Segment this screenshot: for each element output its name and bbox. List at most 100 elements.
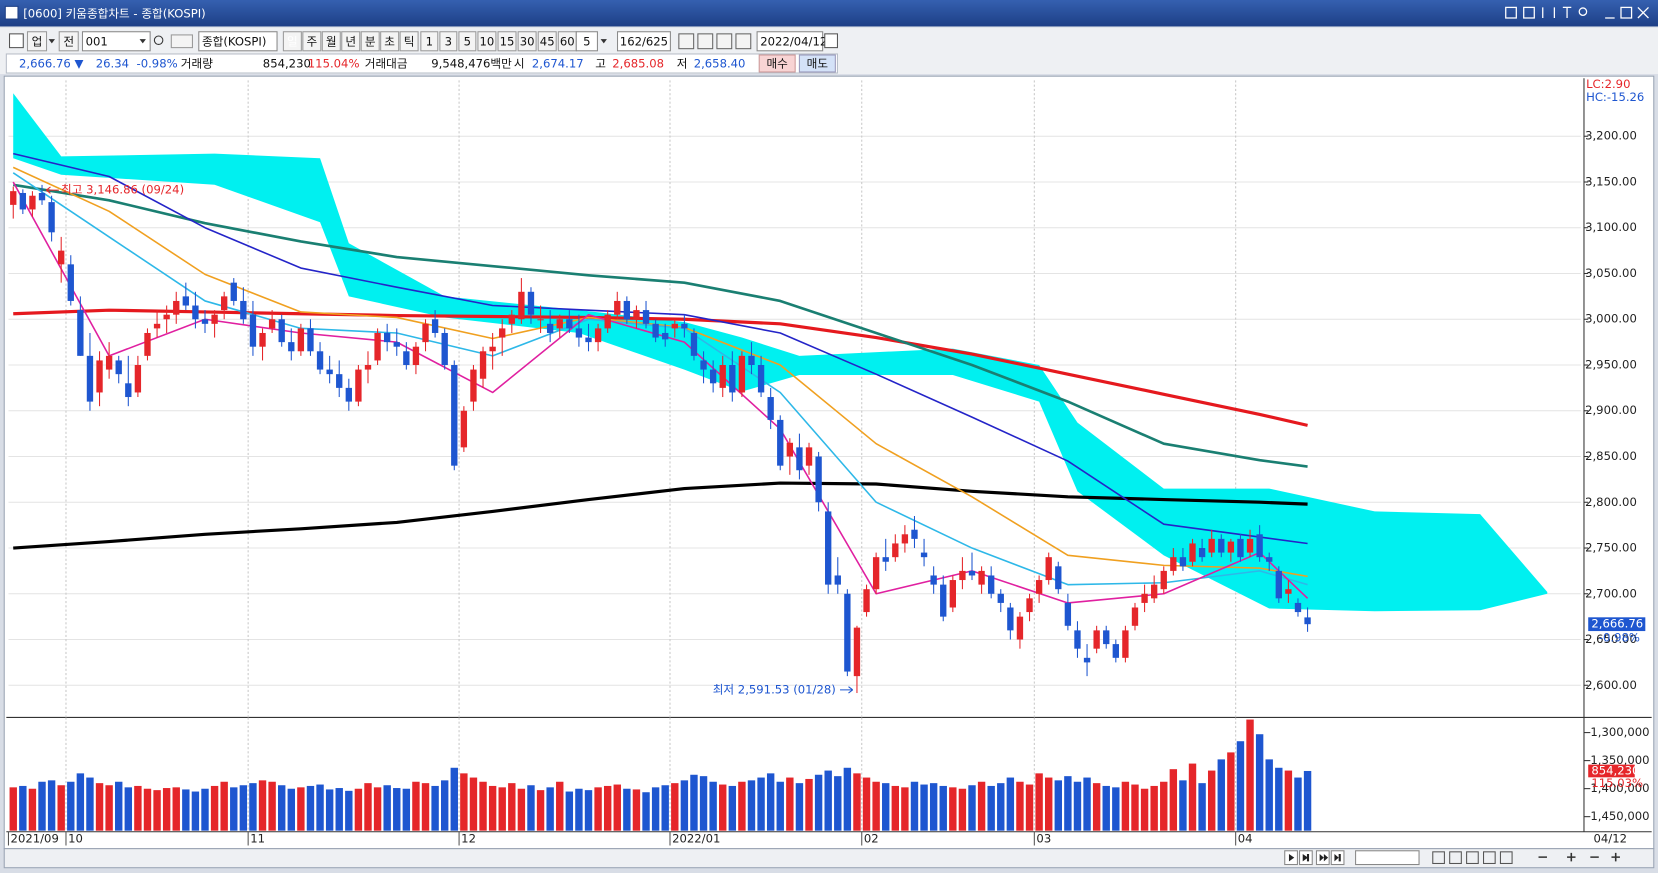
- tool-icon[interactable]: [678, 33, 695, 50]
- candle-body: [546, 323, 554, 333]
- interval-button-box[interactable]: [477, 31, 497, 52]
- interval-button[interactable]: 30: [520, 34, 535, 48]
- scroll-controls[interactable]: [1284, 850, 1620, 866]
- tool-icon[interactable]: [735, 33, 752, 50]
- interval-button[interactable]: 60: [560, 34, 575, 48]
- code-field[interactable]: 001: [86, 34, 108, 48]
- date-field-box[interactable]: [756, 31, 824, 52]
- volume-bar: [469, 777, 478, 831]
- volume-bar: [1217, 759, 1225, 831]
- volume-bar: [508, 783, 516, 831]
- period-button[interactable]: 일: [287, 34, 298, 48]
- interval-button-box[interactable]: [537, 31, 557, 52]
- period-button[interactable]: 년: [345, 34, 356, 48]
- candle-body: [144, 332, 151, 356]
- market-select[interactable]: 업: [32, 34, 43, 48]
- interval-button[interactable]: 45: [540, 34, 555, 48]
- period-button[interactable]: 초: [384, 34, 395, 48]
- interval-button[interactable]: 5: [464, 34, 471, 48]
- buy-label[interactable]: 매수: [766, 57, 788, 71]
- date-field[interactable]: 2022/04/12: [760, 34, 827, 48]
- candle-body: [1285, 589, 1292, 594]
- candle-body: [345, 387, 352, 402]
- candle-body: [499, 328, 506, 338]
- interval-button-box[interactable]: [420, 31, 439, 52]
- range-field[interactable]: 162/625: [620, 34, 668, 48]
- volume-last-box: [1588, 764, 1635, 778]
- volume-bar: [968, 785, 976, 831]
- period-button[interactable]: 주: [306, 34, 317, 48]
- candle-body: [355, 369, 362, 402]
- range-field-box[interactable]: [616, 31, 671, 52]
- name-field-box[interactable]: [198, 31, 278, 52]
- quote-open-label: 시: [514, 57, 525, 71]
- candle-body: [978, 570, 985, 585]
- period-button-box[interactable]: [302, 31, 322, 52]
- toolbar: 업 전 001 종합(KOSPI) 일 주 월 년 분 초 틱 1 3 5 10 15 30 45 60 5 162/6…: [8, 31, 838, 52]
- scroll-bar: [3, 848, 1655, 869]
- market-select-box[interactable]: [26, 31, 48, 52]
- y-tick-label: 2,850.00: [1585, 449, 1637, 463]
- volume-bar: [699, 776, 708, 831]
- period-button[interactable]: 월: [326, 34, 337, 48]
- scope-select-box[interactable]: [58, 31, 79, 52]
- period-button-box[interactable]: [380, 31, 400, 52]
- interval-button-box[interactable]: [439, 31, 458, 52]
- interval-button-box[interactable]: [458, 31, 477, 52]
- dropdown-arrow[interactable]: [139, 39, 146, 44]
- candle-body: [1026, 598, 1033, 613]
- count-field[interactable]: 5: [583, 34, 590, 48]
- count-field-box[interactable]: [575, 31, 598, 52]
- candle-body: [700, 360, 707, 370]
- candle-body: [1266, 557, 1273, 562]
- tool-icon[interactable]: [716, 33, 733, 50]
- interval-button[interactable]: 10: [480, 34, 495, 48]
- buy-button[interactable]: [758, 54, 796, 73]
- dropdown-arrow[interactable]: [600, 39, 607, 44]
- sell-button[interactable]: [798, 54, 836, 73]
- x-tick-label: 2021/09: [11, 832, 59, 846]
- quote-value-label: 거래대금: [365, 57, 408, 71]
- interval-button[interactable]: 15: [500, 34, 515, 48]
- high-arrow: [45, 186, 59, 194]
- volume-bar: [795, 783, 804, 831]
- volume-bar: [987, 785, 995, 831]
- dropdown-arrow[interactable]: [48, 39, 55, 44]
- candle-body: [307, 328, 314, 352]
- period-button-box[interactable]: [341, 31, 361, 52]
- period-button[interactable]: 틱: [404, 34, 415, 48]
- volume-bar: [709, 781, 717, 831]
- volume-bar: [642, 792, 650, 831]
- volume-bar: [575, 788, 583, 831]
- code-field-box[interactable]: [81, 31, 151, 52]
- interval-button-box[interactable]: [517, 31, 537, 52]
- y-tick-label: 2,750.00: [1585, 541, 1637, 555]
- period-button-box[interactable]: [360, 31, 380, 52]
- candle-body: [451, 365, 458, 466]
- search-icon[interactable]: [153, 35, 164, 45]
- volume-bar: [882, 783, 890, 831]
- quote-change-pct: -0.98%: [137, 57, 178, 71]
- name-field[interactable]: 종합(KOSPI): [202, 34, 266, 48]
- layout-icon[interactable]: [8, 33, 24, 49]
- sell-label[interactable]: 매도: [807, 57, 829, 71]
- period-button-box[interactable]: [321, 31, 341, 52]
- period-button-box[interactable]: [282, 31, 302, 52]
- quote-open: 2,674.17: [532, 57, 584, 71]
- interval-button[interactable]: 1: [426, 34, 433, 48]
- volume-bar: [623, 788, 631, 831]
- candle-body: [374, 332, 381, 361]
- indicator-tick-label: 1,400,000: [1590, 781, 1649, 795]
- sound-icon[interactable]: [170, 34, 193, 49]
- period-button[interactable]: 분: [365, 34, 376, 48]
- candle-body: [662, 332, 669, 340]
- candle-body: [671, 323, 678, 329]
- volume-bar: [9, 787, 17, 831]
- tool-icon[interactable]: [697, 33, 714, 50]
- interval-button-box[interactable]: [497, 31, 517, 52]
- calendar-icon[interactable]: [824, 33, 838, 49]
- scope-select[interactable]: 전: [63, 34, 74, 48]
- interval-button[interactable]: 3: [445, 34, 452, 48]
- period-button-box[interactable]: [399, 31, 419, 52]
- window-controls[interactable]: [1505, 6, 1649, 19]
